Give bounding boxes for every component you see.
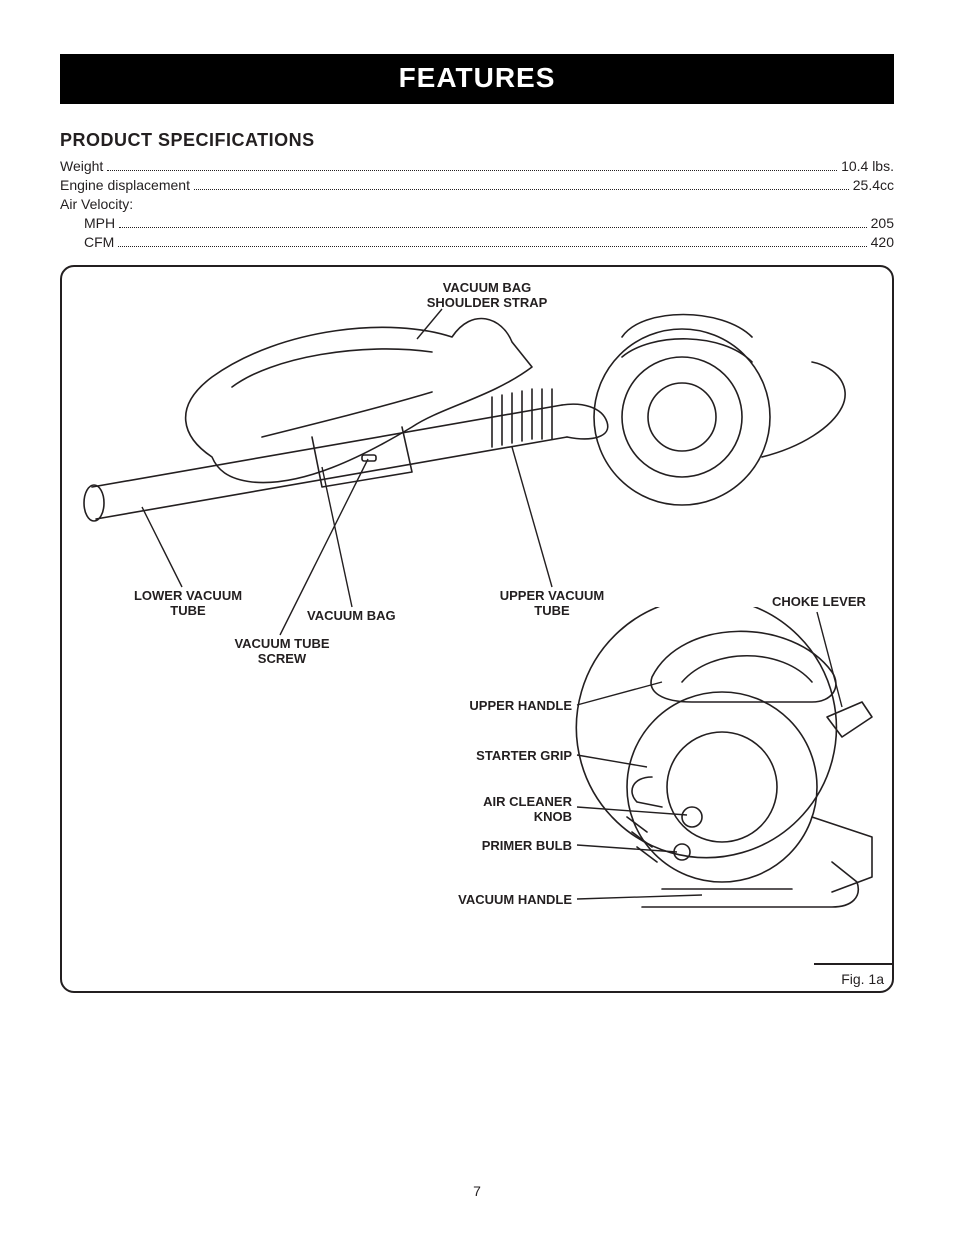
spec-value: 205 xyxy=(871,214,894,233)
spec-label: MPH xyxy=(60,214,115,233)
spec-dots xyxy=(107,163,837,171)
figure-box: VACUUM BAG SHOULDER STRAP LOWER VACUUM T… xyxy=(60,265,894,993)
spec-value: 10.4 lbs. xyxy=(841,157,894,176)
leader-lines xyxy=(62,267,892,993)
spec-label: CFM xyxy=(60,233,114,252)
banner-title: FEATURES xyxy=(399,62,556,93)
page-number: 7 xyxy=(0,1183,954,1199)
figure-caption: Fig. 1a xyxy=(841,971,884,987)
spec-label: Weight xyxy=(60,157,103,176)
spec-value: 420 xyxy=(871,233,894,252)
figure-caption-rule xyxy=(814,963,892,965)
air-velocity-label: Air Velocity: xyxy=(60,195,894,214)
features-banner: FEATURES xyxy=(60,54,894,104)
spec-row: MPH 205 xyxy=(60,214,894,233)
spec-row: Engine displacement 25.4cc xyxy=(60,176,894,195)
specs-heading: PRODUCT SPECIFICATIONS xyxy=(60,130,894,151)
spec-row: Weight 10.4 lbs. xyxy=(60,157,894,176)
spec-dots xyxy=(118,238,866,246)
spec-dots xyxy=(119,219,867,227)
spec-dots xyxy=(194,182,849,190)
spec-row: CFM 420 xyxy=(60,233,894,252)
spec-value: 25.4cc xyxy=(853,176,894,195)
spec-label: Engine displacement xyxy=(60,176,190,195)
